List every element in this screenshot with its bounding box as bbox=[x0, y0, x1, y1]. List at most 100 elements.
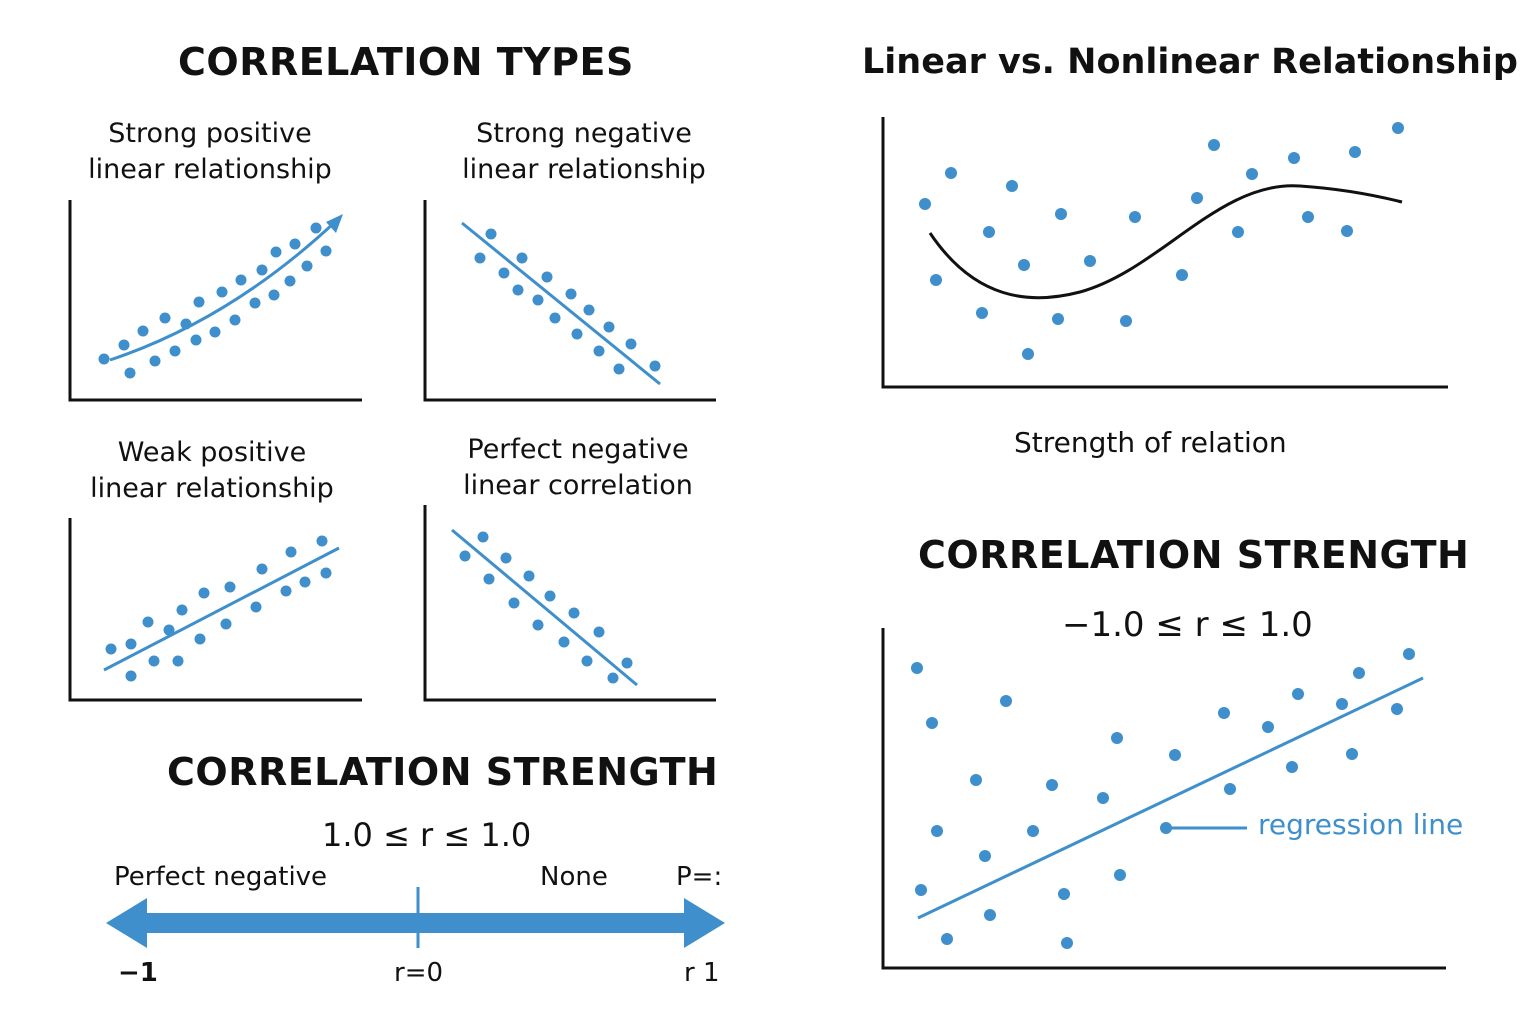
scatter-point bbox=[118, 339, 130, 351]
scatter-point bbox=[1292, 688, 1304, 700]
panel-1-axes bbox=[68, 200, 362, 402]
scatter-point bbox=[523, 570, 535, 582]
regression-axes bbox=[881, 628, 1446, 970]
scatter-point bbox=[1084, 255, 1096, 267]
scale-tick-max: r 1 bbox=[684, 958, 720, 988]
nonlinear-title: Linear vs. Nonlinear Relationship bbox=[862, 42, 1518, 82]
scatter-point bbox=[571, 328, 583, 340]
panel-4-label-line1: Perfect negative bbox=[467, 434, 689, 465]
scatter-point bbox=[176, 604, 188, 616]
scatter-point bbox=[532, 294, 544, 306]
scatter-point bbox=[1027, 825, 1039, 837]
scatter-point bbox=[1392, 122, 1404, 134]
scatter-point bbox=[149, 355, 161, 367]
panel-1-label-line1: Strong positive bbox=[108, 118, 312, 149]
scatter-point bbox=[581, 655, 593, 667]
scatter-point bbox=[163, 624, 175, 636]
scatter-point bbox=[256, 264, 268, 276]
scatter-point bbox=[1286, 761, 1298, 773]
scatter-point bbox=[1346, 748, 1358, 760]
scatter-point bbox=[1097, 792, 1109, 804]
left-strength-title: CORRELATION STRENGTH bbox=[167, 750, 719, 794]
left-strength-inequality: 1.0 ≤ r ≤ 1.0 bbox=[322, 816, 532, 854]
regression-line bbox=[917, 676, 1424, 920]
scale-tick-zero: r=0 bbox=[394, 958, 444, 988]
scatter-point bbox=[549, 312, 561, 324]
scatter-point bbox=[926, 717, 938, 729]
annotation-anchor-point bbox=[1160, 822, 1172, 834]
scatter-point bbox=[1111, 732, 1123, 744]
scatter-point bbox=[979, 850, 991, 862]
scatter-point bbox=[1302, 211, 1314, 223]
scatter-point bbox=[142, 616, 154, 628]
scatter-point bbox=[194, 633, 206, 645]
scatter-point bbox=[1114, 869, 1126, 881]
scatter-point bbox=[320, 567, 332, 579]
scatter-point bbox=[249, 297, 261, 309]
scatter-point bbox=[649, 360, 661, 372]
scatter-point bbox=[320, 245, 332, 257]
scatter-point bbox=[593, 626, 605, 638]
scatter-point bbox=[256, 563, 268, 575]
scatter-point bbox=[125, 670, 137, 682]
panel-2-axes bbox=[423, 200, 716, 402]
scatter-point bbox=[1353, 667, 1365, 679]
panel-2-label-line1: Strong negative bbox=[476, 118, 692, 149]
scatter-point bbox=[970, 774, 982, 786]
panel-3-label-line2: linear relationship bbox=[90, 473, 334, 504]
scatter-point bbox=[607, 672, 619, 684]
panel-1-trend-arrow bbox=[109, 220, 337, 362]
scatter-point bbox=[1218, 707, 1230, 719]
scatter-point bbox=[1018, 259, 1030, 271]
panel-4-axes bbox=[423, 505, 716, 702]
scatter-point bbox=[1061, 937, 1073, 949]
scatter-point bbox=[498, 267, 510, 279]
scatter-point bbox=[485, 228, 497, 240]
panel-1-label: Strong positive linear relationship bbox=[60, 116, 360, 188]
panel-3-label-line1: Weak positive bbox=[117, 437, 307, 468]
scatter-point bbox=[500, 552, 512, 564]
scatter-point bbox=[1022, 348, 1034, 360]
scale-tick-min: −1 bbox=[118, 958, 158, 988]
scatter-point bbox=[280, 585, 292, 597]
panel-2-label: Strong negative linear relationship bbox=[434, 116, 734, 188]
scatter-point bbox=[532, 619, 544, 631]
nonlinear-axes bbox=[881, 117, 1448, 389]
scatter-point bbox=[565, 288, 577, 300]
scatter-point bbox=[1262, 721, 1274, 733]
panel-3-axes bbox=[68, 518, 362, 702]
scatter-point bbox=[1191, 192, 1203, 204]
scatter-point bbox=[1120, 315, 1132, 327]
scatter-point bbox=[516, 252, 528, 264]
scatter-point bbox=[1224, 783, 1236, 795]
scatter-point bbox=[1058, 888, 1070, 900]
scatter-point bbox=[603, 321, 615, 333]
scatter-point bbox=[945, 167, 957, 179]
scatter-point bbox=[613, 363, 625, 375]
scatter-point bbox=[220, 618, 232, 630]
panel-1-label-line2: linear relationship bbox=[88, 154, 332, 185]
scatter-point bbox=[224, 581, 236, 593]
scatter-point bbox=[911, 662, 923, 674]
scatter-point bbox=[1006, 180, 1018, 192]
scale-label-perfect-negative: Perfect negative bbox=[114, 862, 328, 892]
panel-4-trend-line bbox=[451, 528, 638, 687]
correlation-types-title: CORRELATION TYPES bbox=[178, 40, 634, 84]
scatter-point bbox=[216, 286, 228, 298]
scatter-point bbox=[124, 367, 136, 379]
scatter-point bbox=[931, 825, 943, 837]
scatter-point bbox=[289, 238, 301, 250]
scatter-point bbox=[301, 260, 313, 272]
scatter-point bbox=[235, 274, 247, 286]
scatter-point bbox=[270, 246, 282, 258]
scatter-point bbox=[268, 289, 280, 301]
scatter-point bbox=[483, 573, 495, 585]
scatter-point bbox=[1129, 211, 1141, 223]
scatter-point bbox=[1288, 152, 1300, 164]
scatter-point bbox=[316, 535, 328, 547]
scatter-point bbox=[477, 531, 489, 543]
scale-label-none: None bbox=[540, 862, 608, 892]
scatter-point bbox=[1336, 698, 1348, 710]
scatter-point bbox=[1208, 139, 1220, 151]
